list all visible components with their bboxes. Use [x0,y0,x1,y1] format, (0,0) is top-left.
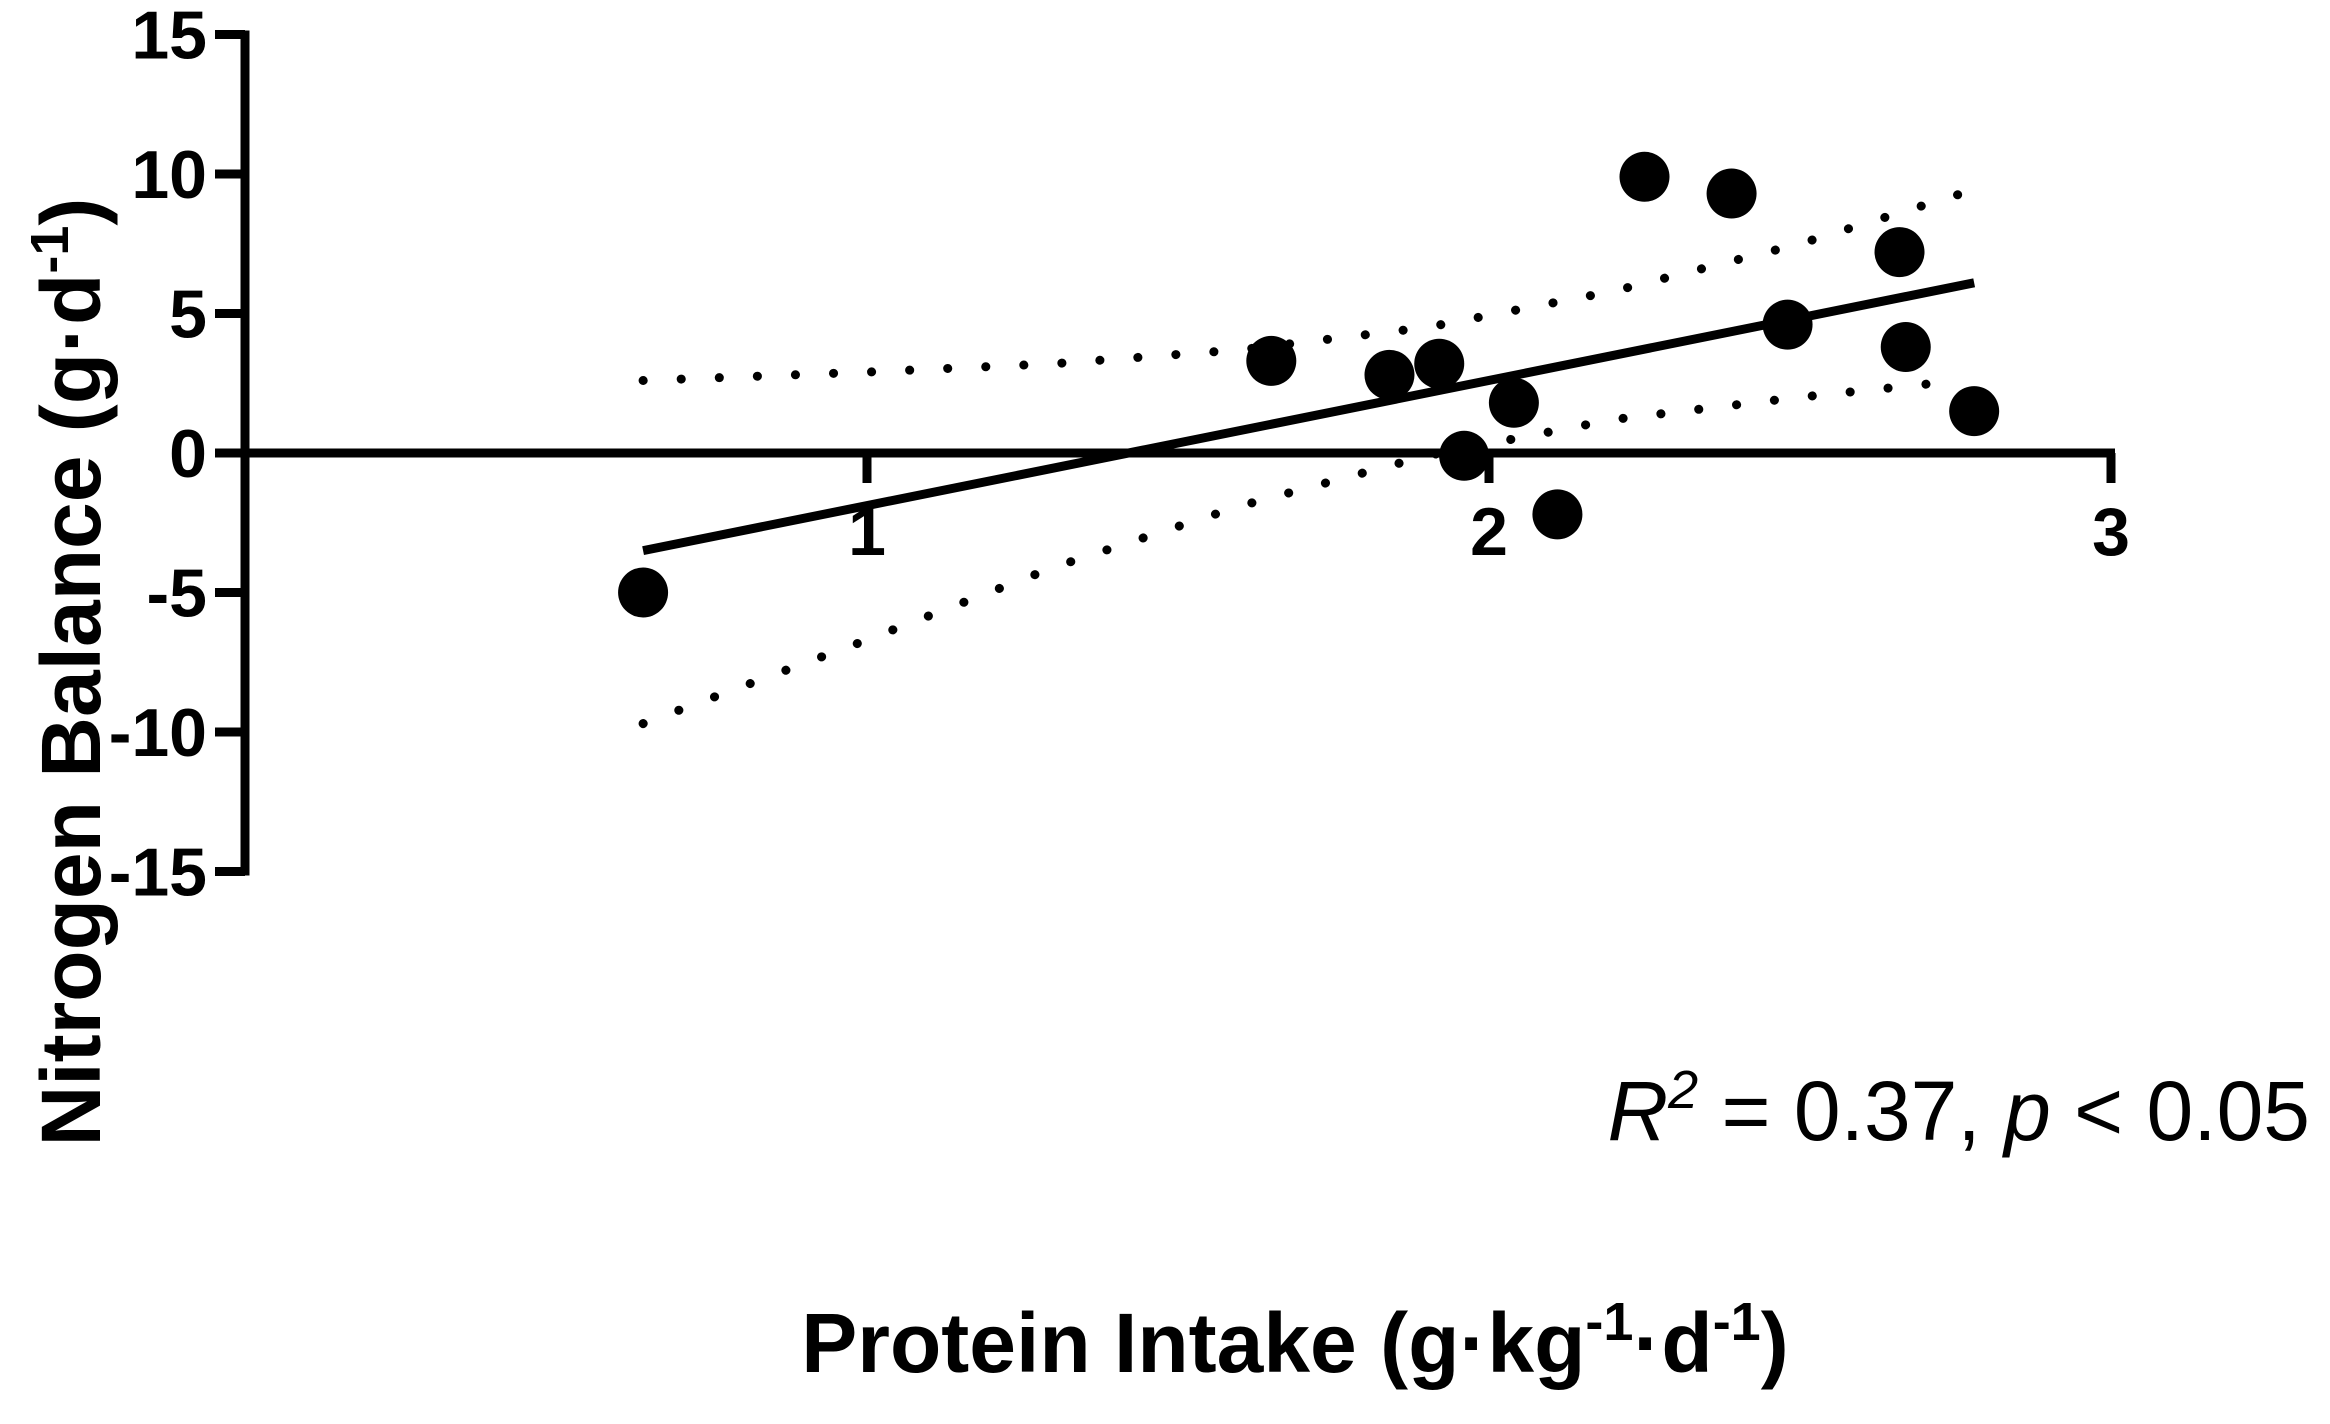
y-tick-label: 10 [131,137,207,213]
data-point [1246,335,1297,386]
data-point [1488,377,1539,428]
confidence-band-upper [638,189,1967,385]
data-point [1439,430,1490,481]
x-axis-title: Protein Intake (g·kg-1·d-1) [801,1292,1788,1390]
data-point [1619,151,1670,202]
regression-line [642,278,1976,556]
data-point [1532,489,1583,540]
y-axis-title-sup: -1 [20,226,80,274]
y-tick-label: -5 [147,556,207,632]
stats-annotation: R2 = 0.37, p < 0.05 [1607,1060,2310,1158]
y-tick-label: -15 [109,835,207,911]
y-tick-label: 0 [169,416,207,492]
data-point [1364,349,1415,400]
x-axis-title-sup-2: -1 [1713,1292,1761,1352]
data-point [1949,386,2000,437]
r-squared-exponent: 2 [1667,1060,1698,1120]
x-tick-label: 3 [2092,494,2130,570]
data-point [1762,299,1813,350]
confidence-band-lower [638,376,1967,729]
data-point [618,567,669,618]
y-tick-label: -10 [109,695,207,771]
y-tick-label: 5 [169,277,207,353]
x-tick-label: 2 [1470,494,1508,570]
data-point [1414,338,1465,389]
y-tick-label: 15 [131,0,207,74]
data-point [1880,321,1931,372]
x-axis-title-sup-1: -1 [1585,1292,1633,1352]
data-point [1706,168,1757,219]
y-axis-title: Nitrogen Balance (g·d-1) [20,198,118,1147]
data-point [1874,227,1925,278]
